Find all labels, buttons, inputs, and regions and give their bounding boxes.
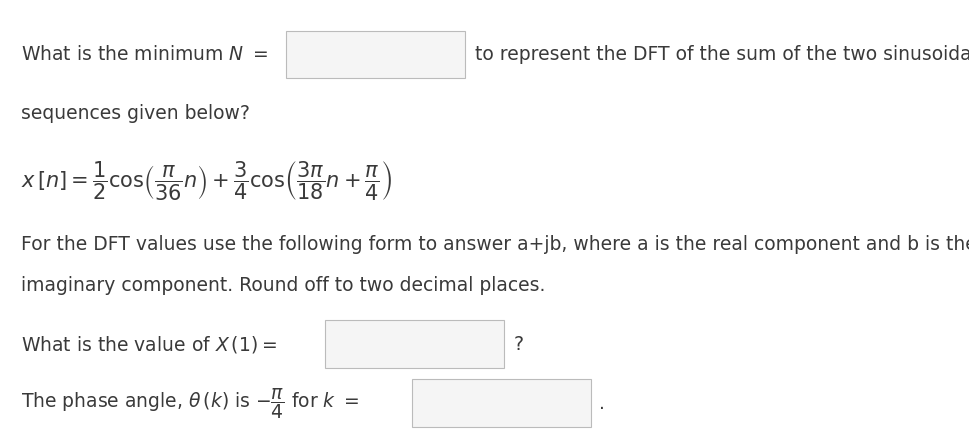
Text: $x\,[n] = \dfrac{1}{2}\cos\!\left(\dfrac{\pi}{36}n\right) + \dfrac{3}{4}\cos\!\l: $x\,[n] = \dfrac{1}{2}\cos\!\left(\dfrac… xyxy=(21,160,392,202)
Text: .: . xyxy=(599,394,605,413)
Text: sequences given below?: sequences given below? xyxy=(21,104,250,123)
Text: What is the value of $X\,(1) =$: What is the value of $X\,(1) =$ xyxy=(21,334,277,355)
Text: to represent the DFT of the sum of the two sinusoidal: to represent the DFT of the sum of the t… xyxy=(475,45,969,64)
FancyBboxPatch shape xyxy=(286,31,465,78)
Text: For the DFT values use the following form to answer a+jb, where a is the real co: For the DFT values use the following for… xyxy=(21,235,969,254)
Text: What is the minimum $N\ =$: What is the minimum $N\ =$ xyxy=(21,45,268,64)
Text: imaginary component. Round off to two decimal places.: imaginary component. Round off to two de… xyxy=(21,276,546,295)
Text: The phase angle, $\theta\,(k)$ is $-\dfrac{\pi}{4}$ for $k\ =$: The phase angle, $\theta\,(k)$ is $-\dfr… xyxy=(21,386,359,421)
Text: ?: ? xyxy=(514,335,523,354)
FancyBboxPatch shape xyxy=(325,320,504,368)
FancyBboxPatch shape xyxy=(412,379,591,427)
